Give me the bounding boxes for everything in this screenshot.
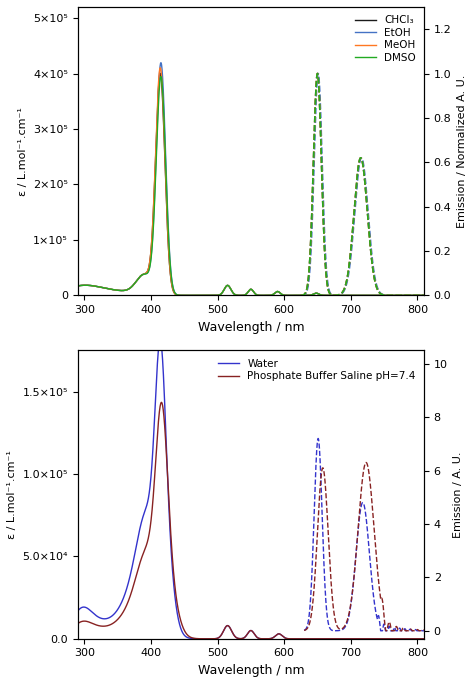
- Phosphate Buffer Saline pH=7.4: [377, 635, 383, 643]
- Line: MeOH: MeOH: [78, 68, 424, 295]
- Phosphate Buffer Saline pH=7.4: [75, 620, 81, 628]
- CHCl₃: [75, 282, 81, 290]
- MeOH: [223, 282, 228, 291]
- MeOH: [208, 291, 213, 300]
- DMSO: [421, 291, 427, 300]
- Y-axis label: Emission / A. U.: Emission / A. U.: [453, 451, 463, 538]
- X-axis label: Wavelength / nm: Wavelength / nm: [198, 664, 304, 677]
- Water: [135, 534, 141, 542]
- Water: [157, 336, 163, 344]
- CHCl₃: [223, 282, 228, 291]
- EtOH: [135, 275, 141, 283]
- EtOH: [414, 291, 420, 300]
- Line: DMSO: DMSO: [78, 77, 424, 295]
- Phosphate Buffer Saline pH=7.4: [414, 635, 420, 643]
- MeOH: [75, 282, 81, 290]
- DMSO: [208, 291, 213, 300]
- DMSO: [414, 291, 420, 300]
- CHCl₃: [114, 286, 120, 294]
- EtOH: [158, 59, 164, 67]
- Line: CHCl₃: CHCl₃: [78, 73, 424, 295]
- EtOH: [114, 286, 120, 294]
- Water: [223, 623, 228, 631]
- CHCl₃: [414, 291, 420, 300]
- Water: [414, 635, 420, 643]
- CHCl₃: [135, 275, 141, 283]
- CHCl₃: [157, 69, 163, 77]
- CHCl₃: [208, 291, 213, 300]
- Phosphate Buffer Saline pH=7.4: [421, 635, 427, 643]
- DMSO: [135, 275, 141, 283]
- MeOH: [157, 64, 163, 72]
- X-axis label: Wavelength / nm: Wavelength / nm: [198, 321, 304, 334]
- MeOH: [135, 275, 141, 283]
- Y-axis label: ε / L.mol⁻¹.cm⁻¹: ε / L.mol⁻¹.cm⁻¹: [18, 107, 27, 196]
- Phosphate Buffer Saline pH=7.4: [159, 398, 164, 406]
- EtOH: [421, 291, 427, 300]
- Phosphate Buffer Saline pH=7.4: [223, 623, 228, 631]
- Y-axis label: ε / L.mol⁻¹.cm⁻¹: ε / L.mol⁻¹.cm⁻¹: [7, 450, 17, 539]
- DMSO: [223, 282, 228, 291]
- Legend: CHCl₃, EtOH, MeOH, DMSO: CHCl₃, EtOH, MeOH, DMSO: [352, 12, 419, 66]
- Line: Phosphate Buffer Saline pH=7.4: Phosphate Buffer Saline pH=7.4: [78, 402, 424, 639]
- DMSO: [158, 73, 164, 81]
- CHCl₃: [421, 291, 427, 300]
- Water: [377, 635, 383, 643]
- DMSO: [114, 286, 120, 294]
- Line: EtOH: EtOH: [78, 63, 424, 295]
- Legend: Water, Phosphate Buffer Saline pH=7.4: Water, Phosphate Buffer Saline pH=7.4: [215, 356, 419, 384]
- MeOH: [377, 291, 383, 300]
- CHCl₃: [377, 291, 383, 300]
- EtOH: [208, 291, 213, 300]
- EtOH: [377, 291, 383, 300]
- DMSO: [377, 291, 383, 300]
- DMSO: [75, 282, 81, 290]
- Water: [75, 607, 81, 615]
- EtOH: [223, 282, 228, 291]
- Line: Water: Water: [78, 340, 424, 639]
- Y-axis label: Emission / Normalized A. U.: Emission / Normalized A. U.: [457, 75, 467, 228]
- Phosphate Buffer Saline pH=7.4: [135, 566, 141, 575]
- EtOH: [75, 282, 81, 290]
- Phosphate Buffer Saline pH=7.4: [208, 635, 213, 643]
- Water: [421, 635, 427, 643]
- Water: [208, 635, 213, 643]
- MeOH: [414, 291, 420, 300]
- Water: [114, 606, 120, 614]
- MeOH: [114, 286, 120, 294]
- Phosphate Buffer Saline pH=7.4: [114, 616, 120, 624]
- MeOH: [421, 291, 427, 300]
